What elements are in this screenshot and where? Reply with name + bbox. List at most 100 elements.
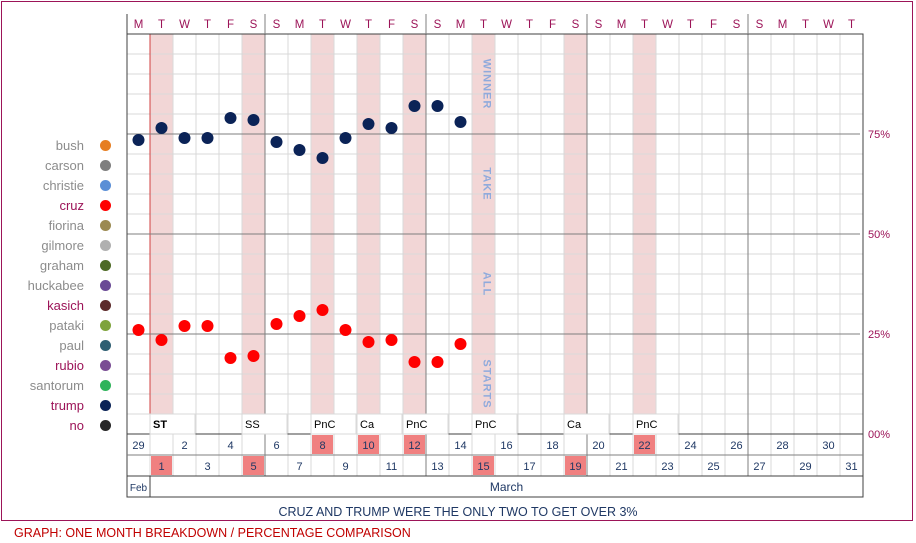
trump-point: [178, 132, 191, 144]
date-label: 11: [386, 461, 397, 473]
day-letter-label: S: [756, 19, 764, 31]
date-label: 3: [204, 461, 210, 473]
trump-point: [454, 116, 467, 128]
legend-item-gilmore: gilmore: [0, 236, 116, 256]
date-label: 18: [546, 440, 558, 452]
cruz-point: [339, 324, 352, 336]
day-letter-label: F: [549, 19, 556, 31]
legend-label: bush: [55, 138, 84, 153]
date-label: 13: [431, 461, 443, 473]
legend-item-graham: graham: [0, 256, 116, 276]
legend-item-kasich: kasich: [0, 296, 116, 316]
cruz-point: [316, 304, 329, 316]
legend-label: no: [69, 418, 84, 433]
cruz-point: [132, 324, 145, 336]
date-label: 26: [730, 440, 742, 452]
day-letter-label: T: [204, 19, 211, 31]
legend-marker: [100, 220, 111, 231]
y-tick-label: 50%: [868, 229, 890, 241]
event-label: Ca: [567, 419, 582, 431]
date-label: 7: [296, 461, 302, 473]
date-label: 15: [477, 461, 489, 473]
trump-point: [155, 122, 168, 134]
day-letter-label: T: [687, 19, 694, 31]
date-label: 16: [500, 440, 512, 452]
date-label: 20: [592, 440, 604, 452]
trump-point: [339, 132, 352, 144]
y-tick-label: 00%: [868, 429, 890, 441]
legend-marker: [100, 160, 111, 171]
day-letter-label: T: [802, 19, 809, 31]
legend-label: paul: [59, 338, 84, 353]
legend-marker: [100, 300, 111, 311]
trump-point: [224, 112, 237, 124]
vertical-word-label: TAKE: [481, 167, 493, 200]
legend-marker: [100, 180, 111, 191]
vertical-word-label: STARTS: [481, 359, 493, 408]
event-label-box: [241, 413, 288, 435]
day-letter-label: M: [617, 19, 627, 31]
event-label-box: [632, 413, 679, 435]
day-letter-label: T: [158, 19, 165, 31]
legend-marker: [100, 260, 111, 271]
legend-item-fiorina: fiorina: [0, 216, 116, 236]
highlight-date-cell: [358, 435, 379, 454]
event-label: PnC: [406, 419, 427, 431]
day-letter-label: M: [778, 19, 788, 31]
legend-label: cruz: [59, 198, 84, 213]
cruz-point: [270, 318, 283, 330]
legend-label: rubio: [55, 358, 84, 373]
chart-frame: [1, 1, 913, 521]
day-letter-label: S: [273, 19, 281, 31]
date-label: 21: [615, 461, 627, 473]
day-letter-label: W: [823, 19, 834, 31]
highlight-date-cell: [404, 435, 425, 454]
day-letter-label: T: [319, 19, 326, 31]
y-tick-label: 25%: [868, 329, 890, 341]
legend-marker: [100, 320, 111, 331]
highlight-date-cell: [565, 456, 586, 475]
trump-point: [431, 100, 444, 112]
legend-label: pataki: [49, 318, 84, 333]
legend-label: gilmore: [41, 238, 84, 253]
legend-item-santorum: santorum: [0, 376, 116, 396]
month-label-march: March: [490, 480, 523, 494]
trump-point: [385, 122, 398, 134]
date-label: 28: [776, 440, 788, 452]
date-label: 1: [158, 461, 164, 473]
day-letter-label: W: [501, 19, 512, 31]
vertical-word-label: WINNER: [481, 59, 493, 110]
graph-caption: GRAPH: ONE MONTH BREAKDOWN / PERCENTAGE …: [14, 526, 411, 540]
event-label: PnC: [636, 419, 657, 431]
legend-label: kasich: [47, 298, 84, 313]
day-letter-label: S: [733, 19, 741, 31]
legend-marker: [100, 380, 111, 391]
legend-marker: [100, 200, 111, 211]
cruz-point: [178, 320, 191, 332]
day-letter-label: T: [365, 19, 372, 31]
cruz-point: [362, 336, 375, 348]
date-label: 29: [132, 440, 144, 452]
day-letter-label: F: [388, 19, 395, 31]
event-label: PnC: [475, 419, 496, 431]
cruz-point: [431, 356, 444, 368]
day-letter-label: T: [480, 19, 487, 31]
legend-item-carson: carson: [0, 156, 116, 176]
trump-point: [201, 132, 214, 144]
trump-point: [247, 114, 260, 126]
legend-marker: [100, 400, 111, 411]
cruz-point: [247, 350, 260, 362]
date-label: 25: [707, 461, 719, 473]
legend-label: trump: [50, 398, 84, 413]
event-label: PnC: [314, 419, 335, 431]
legend-item-cruz: cruz: [0, 196, 116, 216]
date-label: 12: [408, 440, 420, 452]
legend-item-paul: paul: [0, 336, 116, 356]
legend-item-rubio: rubio: [0, 356, 116, 376]
date-label: 4: [227, 440, 233, 452]
trump-point: [132, 134, 145, 146]
highlight-date-cell: [634, 435, 655, 454]
legend-label: graham: [39, 258, 84, 273]
date-label: 24: [684, 440, 696, 452]
